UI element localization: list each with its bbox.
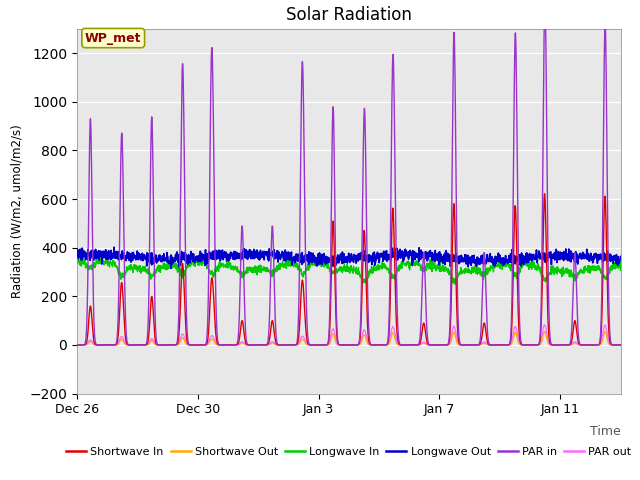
Legend: Shortwave In, Shortwave Out, Longwave In, Longwave Out, PAR in, PAR out: Shortwave In, Shortwave Out, Longwave In… (61, 443, 636, 462)
Y-axis label: Radiation (W/m2, umol/m2/s): Radiation (W/m2, umol/m2/s) (11, 124, 24, 298)
Text: WP_met: WP_met (85, 32, 141, 45)
Text: Time: Time (590, 425, 621, 438)
Title: Solar Radiation: Solar Radiation (286, 6, 412, 24)
